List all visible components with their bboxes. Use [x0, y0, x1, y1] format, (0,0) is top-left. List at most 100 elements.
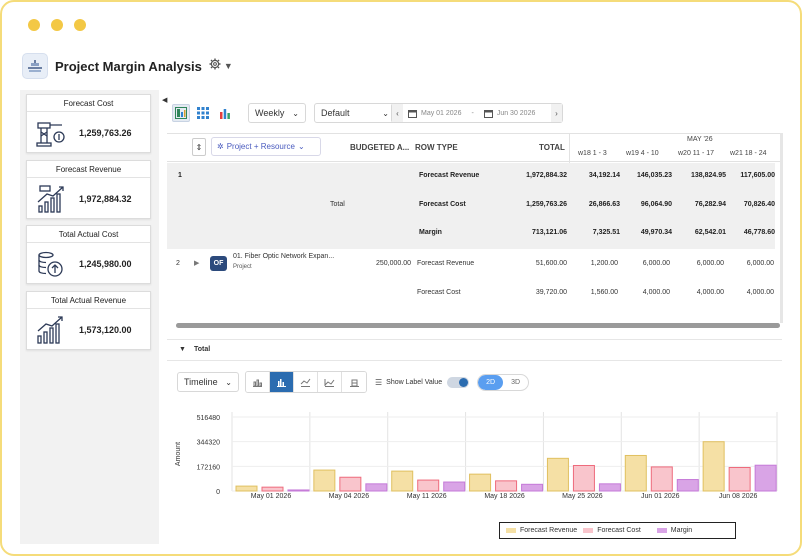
- chevron-down-icon: ⌄: [292, 108, 299, 118]
- window-dot-close[interactable]: [28, 19, 40, 31]
- grid-chart-view-button[interactable]: [172, 104, 190, 122]
- kpi-value: 1,573,120.00: [79, 324, 132, 335]
- project-badge: OF: [210, 256, 227, 271]
- week-value: 70,826.40: [743, 201, 775, 208]
- bar-forecast-revenue: [469, 473, 492, 492]
- bar-forecast-cost: [261, 486, 284, 492]
- chart-legend: Forecast Revenue Forecast Cost Margin: [499, 522, 736, 539]
- row-type: Forecast Cost: [419, 201, 466, 208]
- date-prev-button[interactable]: ‹: [392, 104, 403, 122]
- bar-chart: 516480 344320 172160 0 Amount May 01 2026 May …: [175, 412, 778, 500]
- y-tick-label: 0: [216, 489, 220, 496]
- bar-margin: [754, 464, 777, 492]
- chart-type-switcher: [245, 371, 367, 393]
- y-tick-label: 344320: [197, 440, 220, 447]
- table-row[interactable]: 2 ▶ OF 01. Fiber Optic Network Expan... …: [167, 249, 775, 329]
- week-value: 146,035.23: [636, 172, 672, 179]
- dim-2d-button[interactable]: 2D: [478, 374, 504, 390]
- start-date: May 01 2026: [421, 109, 462, 117]
- column-budgeted[interactable]: BUDGETED A...: [350, 143, 410, 152]
- row-total: 1,259,763.26: [526, 201, 567, 208]
- chevron-right-icon[interactable]: ▶: [194, 260, 200, 267]
- app-logo-icon: [22, 53, 48, 79]
- week-value: 117,605.00: [740, 172, 775, 179]
- bar-margin: [676, 479, 699, 492]
- horizontal-scrollbar[interactable]: [176, 323, 780, 328]
- bar-chart-icon[interactable]: [246, 372, 270, 392]
- group-by-selector[interactable]: ✲ Project + Resource ⌄: [211, 137, 321, 156]
- grid-view-button[interactable]: [194, 104, 212, 122]
- kpi-panel: Forecast Cost 1,259,763.26 Forecast Reve…: [20, 90, 159, 544]
- grid-toolbar: Weekly ⌄ Default ⌄: [172, 102, 396, 124]
- project-budget: 250,000.00: [375, 260, 411, 267]
- kpi-card-total-actual-cost: Total Actual Cost 1,245,980.00: [26, 225, 151, 284]
- week-column[interactable]: w20 11 - 17: [678, 150, 715, 157]
- week-value: 6,000.00: [746, 260, 774, 267]
- dim-3d-button[interactable]: 3D: [511, 378, 521, 386]
- window-controls: [28, 19, 86, 31]
- row-index: 1: [178, 172, 182, 179]
- chart-mode-select[interactable]: Timeline ⌄: [177, 372, 239, 392]
- period-select[interactable]: Weekly ⌄: [248, 103, 306, 123]
- window-dot-maximize[interactable]: [74, 19, 86, 31]
- week-value: 96,064.90: [640, 201, 672, 208]
- collapse-panel-icon[interactable]: ◀: [162, 97, 168, 104]
- legend-item[interactable]: Forecast Revenue: [506, 527, 577, 534]
- row-type: Margin: [419, 229, 442, 236]
- x-tick-label: May 04 2026: [329, 493, 370, 500]
- project-name[interactable]: 01. Fiber Optic Network Expan...: [233, 253, 335, 260]
- group-by-label: Project + Resource: [226, 142, 295, 151]
- table-row[interactable]: 1 Total Forecast Revenue 1,972,884.32 34…: [167, 163, 775, 249]
- view-select-value: Default: [321, 108, 350, 118]
- week-value: 4,000.00: [642, 289, 670, 296]
- week-column[interactable]: w19 4 - 10: [626, 150, 659, 157]
- data-grid: ⇕ ✲ Project + Resource ⌄ BUDGETED A... R…: [167, 133, 782, 329]
- window-dot-minimize[interactable]: [51, 19, 63, 31]
- kpi-card-total-actual-revenue: Total Actual Revenue 1,573,120.00: [26, 291, 151, 350]
- row-type: Forecast Revenue: [419, 172, 480, 179]
- week-value: 1,560.00: [590, 289, 618, 296]
- gear-icon[interactable]: [209, 57, 221, 75]
- x-tick-label: May 11 2026: [407, 493, 447, 500]
- week-column[interactable]: w21 18 - 24: [730, 150, 767, 157]
- date-next-button[interactable]: ›: [551, 104, 562, 122]
- bar-forecast-revenue: [546, 457, 569, 492]
- kpi-card-forecast-cost: Forecast Cost 1,259,763.26: [26, 94, 151, 153]
- row-index: 2: [176, 260, 180, 267]
- kpi-value: 1,245,980.00: [79, 258, 132, 269]
- column-row-type[interactable]: ROW TYPE: [415, 143, 458, 152]
- scrollbar-thumb[interactable]: [176, 323, 780, 328]
- vertical-scrollbar[interactable]: [780, 133, 783, 323]
- toggle-knob: [459, 377, 469, 387]
- expand-collapse-button[interactable]: ⇕: [192, 138, 206, 156]
- legend-item[interactable]: Forecast Cost: [583, 527, 641, 534]
- row-type: Forecast Cost: [417, 289, 461, 296]
- calendar-icon: [483, 109, 493, 118]
- week-value: 46,778.60: [743, 229, 775, 236]
- stacked-bar-icon[interactable]: [342, 372, 366, 392]
- chevron-down-icon: ⌄: [225, 377, 232, 387]
- bar-forecast-cost: [572, 464, 595, 492]
- area-chart-icon[interactable]: [318, 372, 342, 392]
- show-label-toggle[interactable]: [447, 376, 470, 388]
- chart-section-header[interactable]: ▼ Total: [167, 339, 782, 361]
- grouped-bar-icon[interactable]: [270, 372, 294, 392]
- grid-header: ⇕ ✲ Project + Resource ⌄ BUDGETED A... R…: [167, 133, 782, 163]
- bar-forecast-revenue: [235, 485, 258, 492]
- bar-forecast-revenue: [624, 454, 647, 492]
- coin-stack-icon: [38, 251, 63, 277]
- date-range-picker[interactable]: ‹ May 01 2026 - Jun 30 2026 ›: [391, 103, 563, 123]
- column-total[interactable]: TOTAL: [539, 143, 565, 152]
- chevron-down-icon[interactable]: ▼: [179, 346, 186, 353]
- bar-forecast-cost: [417, 479, 440, 492]
- legend-item[interactable]: Margin: [656, 527, 692, 534]
- week-value: 62,542.01: [694, 229, 726, 236]
- line-chart-icon[interactable]: [294, 372, 318, 392]
- chart-view-button[interactable]: [216, 104, 234, 122]
- view-select[interactable]: Default ⌄: [314, 103, 396, 123]
- chevron-down-icon[interactable]: ▼: [223, 61, 233, 71]
- week-value: 6,000.00: [696, 260, 724, 267]
- week-column[interactable]: w18 1 - 3: [578, 150, 607, 157]
- date-separator: -: [471, 109, 474, 117]
- week-value: 6,000.00: [642, 260, 670, 267]
